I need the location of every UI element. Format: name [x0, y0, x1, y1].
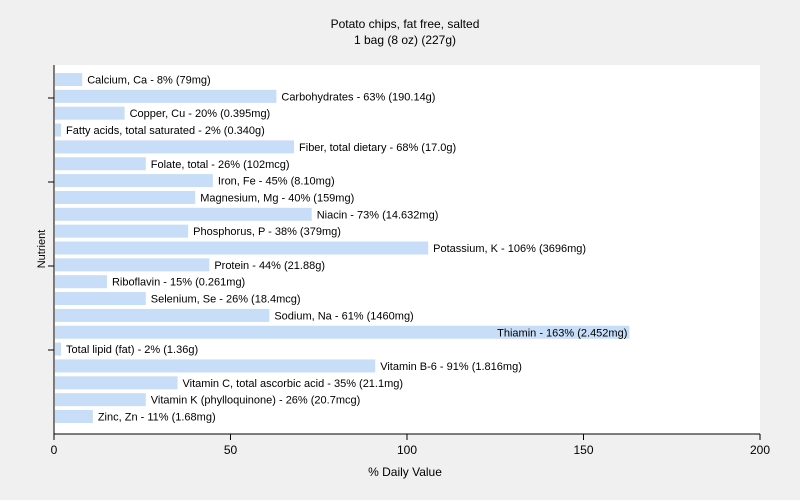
bar — [55, 275, 107, 289]
bar — [55, 73, 83, 86]
x-ticks-group: 0 50 100 150 200 — [51, 434, 770, 457]
bar-value-label: Selenium, Se - 26% (18.4mcg) — [151, 294, 301, 306]
x-tick-label: 100 — [397, 443, 417, 457]
bar — [55, 376, 178, 390]
bar — [55, 157, 146, 171]
bar-value-label: Protein - 44% (21.88g) — [214, 260, 325, 272]
bar — [55, 292, 146, 306]
chart-title: Potato chips, fat free, salted — [331, 17, 480, 31]
chart-subtitle: 1 bag (8 oz) (227g) — [354, 33, 456, 47]
bar — [55, 393, 146, 407]
bar-labels-group: Calcium, Ca - 8% (79mg) Carbohydrates - 6… — [66, 75, 627, 424]
bar — [55, 258, 210, 272]
x-tick-label: 0 — [51, 443, 58, 457]
bar-value-label: Zinc, Zn - 11% (1.68mg) — [98, 412, 216, 424]
bar — [55, 342, 62, 356]
bar — [55, 325, 630, 339]
x-axis-label: % Daily Value — [368, 465, 442, 479]
y-axis-label: Nutrient — [36, 230, 48, 269]
bar — [55, 241, 429, 255]
bar-value-label: Vitamin C, total ascorbic acid - 35% (21… — [183, 378, 403, 390]
x-tick-label: 200 — [750, 443, 770, 457]
bar-value-label: Fiber, total dietary - 68% (17.0g) — [299, 142, 456, 154]
bar — [55, 308, 270, 322]
bar — [55, 410, 93, 423]
bar-value-label: Potassium, K - 106% (3696mg) — [433, 243, 586, 255]
bar — [55, 207, 312, 221]
bar — [55, 190, 196, 204]
bar-value-label: Iron, Fe - 45% (8.10mg) — [218, 176, 335, 188]
bar-value-label: Carbohydrates - 63% (190.14g) — [281, 91, 435, 103]
bar-value-label: Thiamin - 163% (2.452mg) — [497, 327, 627, 339]
bar — [55, 224, 189, 238]
bar-value-label: Total lipid (fat) - 2% (1.36g) — [66, 344, 198, 356]
bar-value-label: Vitamin K (phylloquinone) - 26% (20.7mcg… — [151, 395, 361, 407]
x-tick-label: 150 — [573, 443, 593, 457]
bar — [55, 174, 213, 188]
bar-value-label: Fatty acids, total saturated - 2% (0.340… — [66, 125, 265, 137]
bar — [55, 89, 277, 103]
bar — [55, 359, 376, 373]
bar-value-label: Magnesium, Mg - 40% (159mg) — [200, 192, 354, 204]
bar-value-label: Niacin - 73% (14.632mg) — [317, 209, 439, 221]
bar-value-label: Riboflavin - 15% (0.261mg) — [112, 277, 245, 289]
bar-value-label: Copper, Cu - 20% (0.395mg) — [130, 108, 271, 120]
bar — [55, 123, 62, 137]
bar — [55, 106, 125, 120]
bar-value-label: Vitamin B-6 - 91% (1.816mg) — [380, 361, 522, 373]
x-tick-label: 50 — [224, 443, 238, 457]
bar-value-label: Sodium, Na - 61% (1460mg) — [274, 310, 413, 322]
bar — [55, 140, 295, 154]
bar-value-label: Phosphorus, P - 38% (379mg) — [193, 226, 341, 238]
bars-group — [55, 73, 630, 423]
bar-value-label: Folate, total - 26% (102mcg) — [151, 159, 290, 171]
bar-value-label: Calcium, Ca - 8% (79mg) — [87, 75, 210, 87]
